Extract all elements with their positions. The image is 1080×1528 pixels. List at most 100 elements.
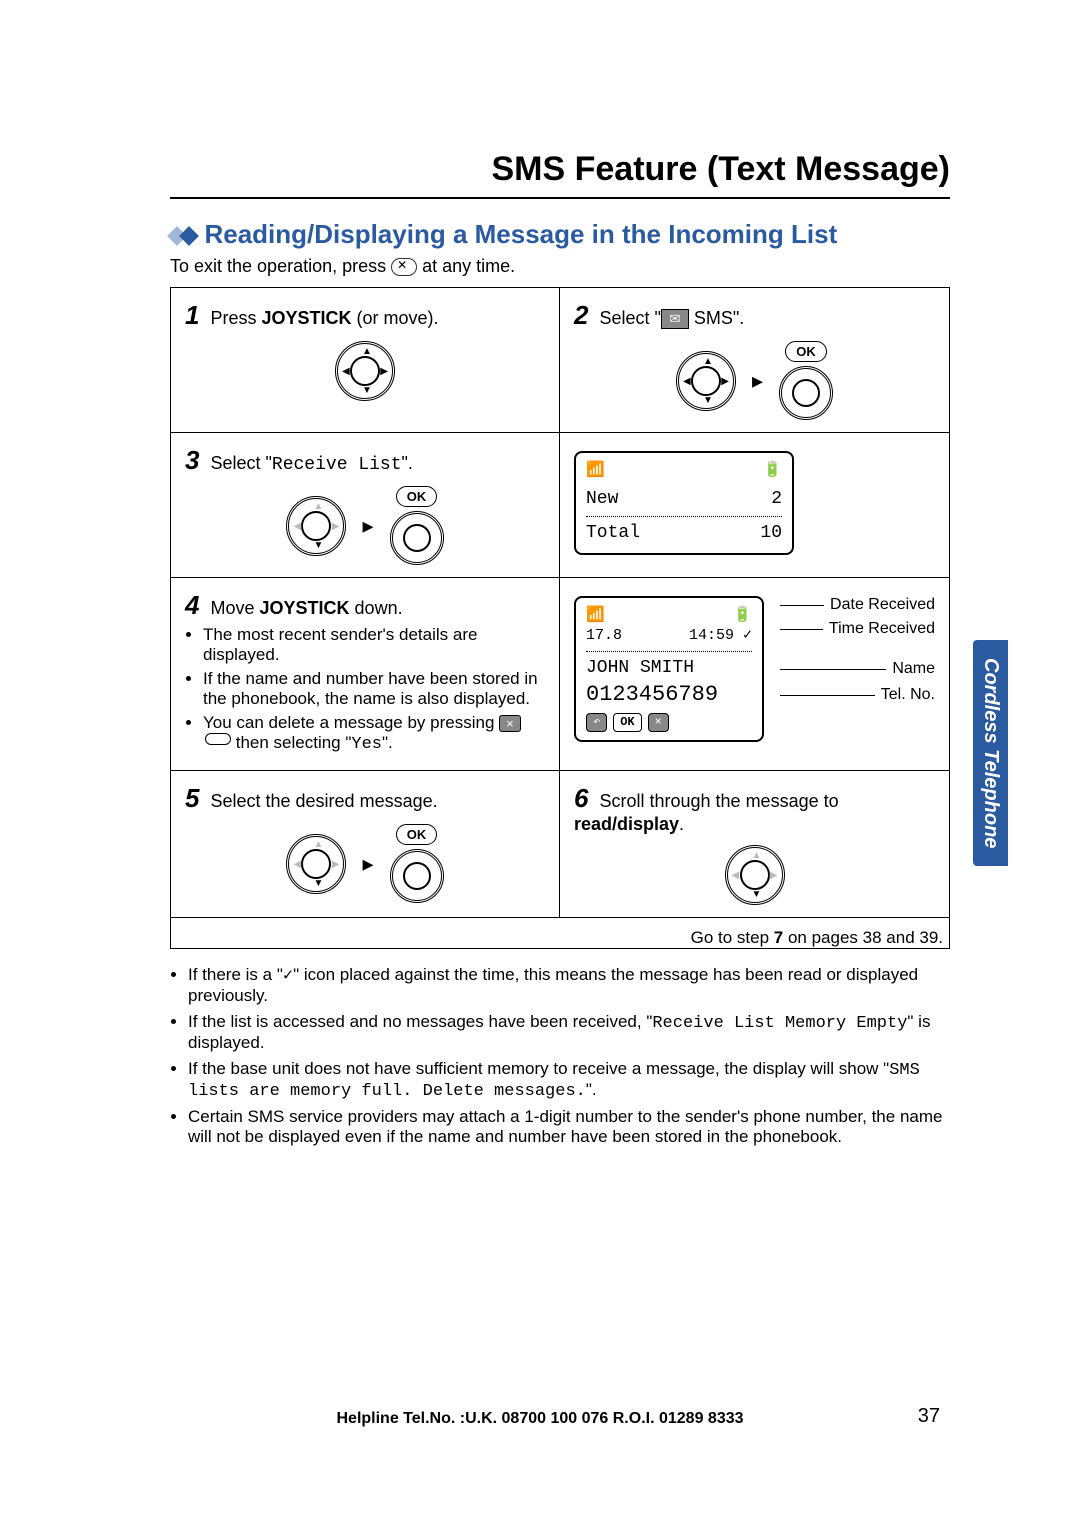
lcd-screen-1: 📶 🔋 New 2 Total 10 [574, 451, 794, 555]
step-4-bold: JOYSTICK [260, 598, 350, 618]
step-4-num: 4 [185, 590, 199, 620]
row-2: 3 Select "Receive List". ▲▼◀▶ ▸ OK 📶 🔋 [171, 433, 949, 578]
step-3-a: Select " [210, 453, 271, 473]
joystick-down-icon: ▲▼◀▶ [286, 834, 346, 894]
note-4: Certain SMS service providers may attach… [188, 1107, 950, 1147]
note-3: If the base unit does not have sufficien… [188, 1059, 950, 1101]
battery-icon: 🔋 [763, 461, 782, 481]
page-number: 37 [918, 1405, 940, 1428]
ok-circle-icon [390, 511, 444, 565]
ok-circle-icon [779, 366, 833, 420]
exit-text-b: at any time. [422, 256, 515, 276]
battery-icon: 🔋 [733, 606, 752, 626]
step-3-b: ". [402, 453, 413, 473]
note-1b: " icon placed against the time, this mea… [188, 965, 918, 1005]
note-2b: Receive List Memory Empty [652, 1014, 907, 1033]
note-3a: If the base unit does not have sufficien… [188, 1059, 889, 1078]
lcd-1-cell: 📶 🔋 New 2 Total 10 [560, 433, 949, 577]
arrow-icon: ▸ [752, 368, 763, 394]
step-2-num: 2 [574, 300, 588, 330]
exit-instruction: To exit the operation, press at any time… [170, 256, 950, 277]
ok-button-stack: OK [390, 824, 444, 903]
title-rule [170, 197, 950, 199]
step-4-a: Move [210, 598, 259, 618]
lbl-time: Time Received [829, 620, 935, 638]
soft-x-icon: × [499, 715, 521, 732]
ok-circle-icon [390, 849, 444, 903]
footer-b: 7 [774, 928, 783, 947]
lcd1-new-val: 2 [771, 487, 782, 511]
joystick-icon: ▲▼◀▶ [676, 351, 736, 411]
step-1-b: (or move). [352, 308, 439, 328]
step-4-c: down. [350, 598, 403, 618]
note-2a: If the list is accessed and no messages … [188, 1012, 652, 1031]
note-1a: If there is a " [188, 965, 283, 984]
ok-pill: OK [396, 486, 438, 507]
step-4-b2: If the name and number have been stored … [203, 669, 545, 709]
arrow-icon: ▸ [362, 513, 373, 539]
step-6-b: . [679, 814, 684, 834]
footer-c: on pages 38 and 39. [783, 928, 943, 947]
diamond-icons [170, 229, 194, 248]
row-3: 4 Move JOYSTICK down. The most recent se… [171, 578, 949, 771]
lcd2-tel: 0123456789 [586, 680, 752, 710]
lbl-tel: Tel. No. [881, 686, 935, 704]
step-3-num: 3 [185, 445, 199, 475]
section-heading-row: Reading/Displaying a Message in the Inco… [170, 219, 950, 250]
step-1-bold: JOYSTICK [262, 308, 352, 328]
lbl-name: Name [892, 660, 935, 678]
joystick-down-icon: ▲▼◀▶ [286, 496, 346, 556]
step-6-a: Scroll through the message to [599, 791, 838, 811]
footer-a: Go to step [691, 928, 774, 947]
ok-button-stack: OK [779, 341, 833, 420]
step-6: 6 Scroll through the message to read/dis… [560, 771, 949, 917]
step-1: 1 Press JOYSTICK (or move). ▲▼◀▶ [171, 288, 560, 432]
step-4-b3: You can delete a message by pressing × t… [203, 713, 545, 754]
lcd1-new-label: New [586, 487, 618, 511]
lcd1-total-label: Total [586, 521, 640, 545]
step-4-b3a: You can delete a message by pressing [203, 713, 499, 732]
step-3-mono: Receive List [272, 455, 402, 475]
arrow-icon: ▸ [362, 851, 373, 877]
check-icon: ✓ [743, 627, 752, 644]
steps-table: 1 Press JOYSTICK (or move). ▲▼◀▶ 2 Selec… [170, 287, 950, 949]
footer-goto: Go to step 7 on pages 38 and 39. [171, 918, 949, 948]
step-4-b3d: ". [382, 733, 393, 752]
step-4-bullets: The most recent sender's details are dis… [185, 625, 545, 754]
lcd-btn-ok: OK [613, 713, 641, 731]
note-1: If there is a "✓" icon placed against th… [188, 965, 950, 1006]
lcd-btn-x: × [648, 713, 669, 731]
lcd2-name: JOHN SMITH [586, 656, 752, 680]
joystick-down-icon: ▲▼◀▶ [725, 845, 785, 905]
row-footer: Go to step 7 on pages 38 and 39. [171, 918, 949, 948]
off-button-icon [391, 258, 417, 276]
note-3c: ". [586, 1080, 597, 1099]
check-icon: ✓ [283, 967, 293, 986]
lbl-date: Date Received [830, 596, 935, 614]
note-2: If the list is accessed and no messages … [188, 1012, 950, 1053]
lcd2-date: 17.8 [586, 626, 622, 646]
step-4: 4 Move JOYSTICK down. The most recent se… [171, 578, 560, 770]
step-5: 5 Select the desired message. ▲▼◀▶ ▸ OK [171, 771, 560, 917]
envelope-icon: ✉ [661, 309, 689, 329]
row-4: 5 Select the desired message. ▲▼◀▶ ▸ OK … [171, 771, 949, 918]
page-title: SMS Feature (Text Message) [170, 150, 950, 189]
lcd1-total-val: 10 [760, 521, 782, 545]
side-tab: Cordless Telephone [973, 640, 1008, 866]
step-3: 3 Select "Receive List". ▲▼◀▶ ▸ OK [171, 433, 560, 577]
ok-pill: OK [785, 341, 827, 362]
section-heading: Reading/Displaying a Message in the Inco… [204, 219, 837, 249]
step-4-b3b: then selecting " [236, 733, 352, 752]
step-1-num: 1 [185, 300, 199, 330]
soft-x-base [205, 733, 231, 745]
step-2: 2 Select "✉ SMS". ▲▼◀▶ ▸ OK [560, 288, 949, 432]
joystick-icon: ▲▼◀▶ [335, 341, 395, 401]
notes-list: If there is a "✓" icon placed against th… [170, 965, 950, 1147]
signal-icon: 📶 [586, 606, 605, 626]
step-1-a: Press [210, 308, 261, 328]
row-1: 1 Press JOYSTICK (or move). ▲▼◀▶ 2 Selec… [171, 288, 949, 433]
step-6-bold: read/display [574, 814, 679, 834]
ok-pill: OK [396, 824, 438, 845]
signal-icon: 📶 [586, 461, 605, 481]
lcd-2-cell: 📶 🔋 17.8 14:59 ✓ JOHN SMITH 0123456789 ↶… [560, 578, 949, 770]
